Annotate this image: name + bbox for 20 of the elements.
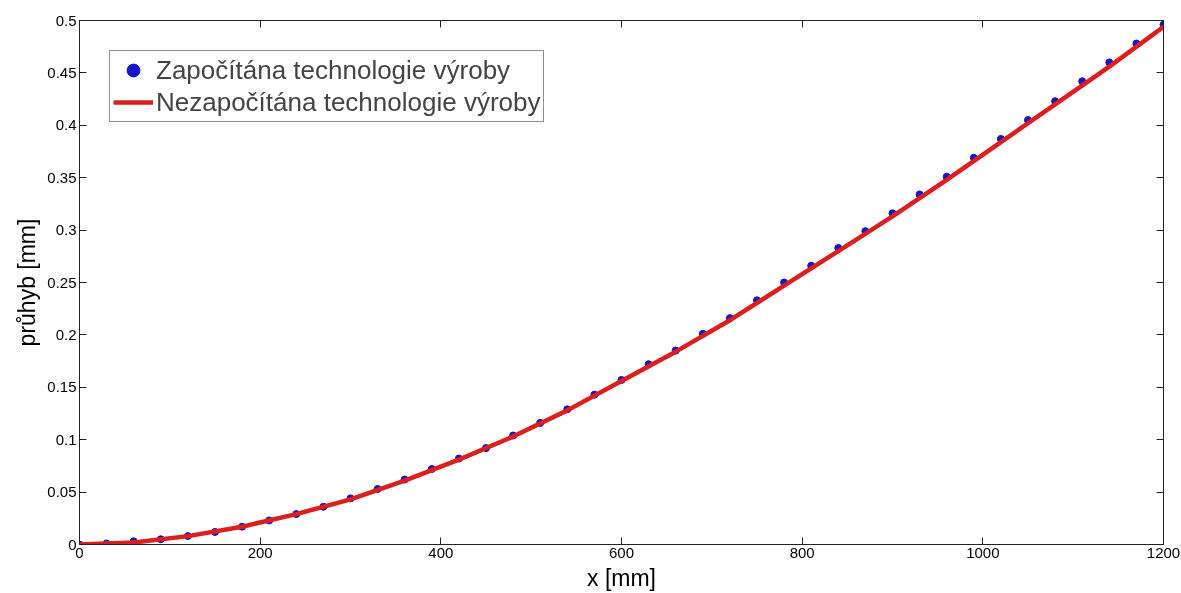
y-tick-label: 0.45 (47, 63, 77, 81)
y-tick-label: 0.35 (47, 168, 77, 186)
y-tick-label: 0.05 (47, 483, 77, 501)
y-tick-label: 0.2 (55, 325, 77, 343)
y-tick-label: 0.5 (55, 11, 77, 29)
x-tick-label: 200 (247, 543, 273, 561)
y-tick-label: 0.4 (55, 116, 77, 134)
x-tick-label: 400 (428, 543, 454, 561)
y-tick-label: 0.1 (55, 430, 77, 448)
x-tick-label: 1000 (966, 543, 1000, 561)
x-tick-label: 600 (608, 543, 635, 561)
legend-label: Započítána technologie výroby (156, 54, 511, 86)
x-axis-title: x [mm] (587, 564, 657, 591)
x-tick-label: 1200 (1146, 543, 1181, 561)
y-tick-label: 0.15 (47, 378, 77, 396)
x-tick-label: 800 (789, 543, 815, 561)
y-tick-label: 0.25 (47, 273, 77, 291)
y-axis-title: průhyb [mm] (14, 218, 41, 347)
y-tick-label: 0.3 (55, 221, 77, 239)
legend-label: Nezapočítána technologie výroby (156, 86, 541, 118)
